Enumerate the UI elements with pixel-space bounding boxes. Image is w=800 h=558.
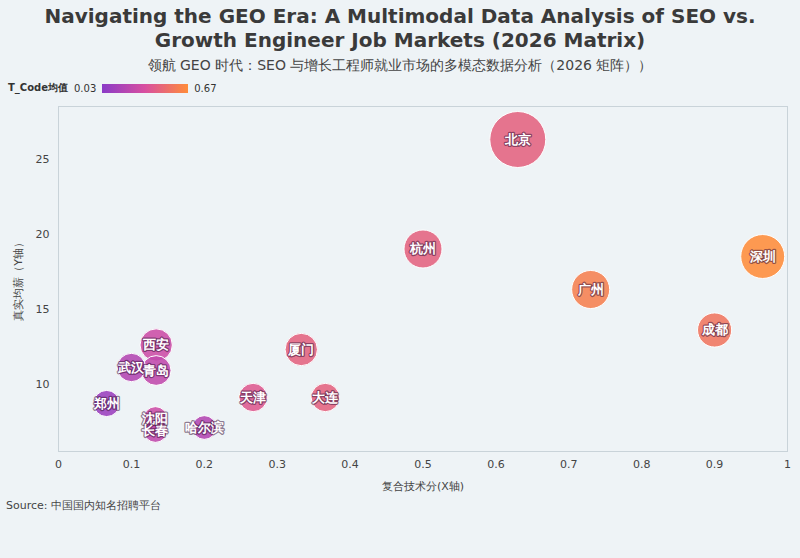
svg-text:0.3: 0.3 <box>268 458 286 471</box>
svg-text:哈尔滨: 哈尔滨 <box>185 420 224 435</box>
html-text:0.67: 0.67 <box>194 82 217 94</box>
svg-text:0.5: 0.5 <box>414 458 432 471</box>
svg-text:0.7: 0.7 <box>560 458 578 471</box>
svg-text:25: 25 <box>36 153 50 166</box>
svg-text:郑州: 郑州 <box>93 396 120 411</box>
svg-text:西安: 西安 <box>142 337 169 352</box>
html-text:T_Code均值: T_Code均值 <box>8 82 68 93</box>
html-text:0.03: 0.03 <box>74 82 97 94</box>
svg-text:真实均薪（Y轴）: 真实均薪（Y轴） <box>12 237 25 321</box>
svg-text:深圳: 深圳 <box>749 249 776 264</box>
svg-text:0.1: 0.1 <box>123 458 141 471</box>
svg-text:0: 0 <box>55 458 62 471</box>
svg-text:0.6: 0.6 <box>487 458 505 471</box>
svg-text:广州: 广州 <box>577 282 604 297</box>
svg-text:北京: 北京 <box>504 132 531 147</box>
svg-text:青岛: 青岛 <box>142 363 169 378</box>
svg-text:0.2: 0.2 <box>196 458 214 471</box>
svg-text:沈阳: 沈阳 <box>142 410 169 426</box>
svg-text:复合技术分(X轴): 复合技术分(X轴) <box>382 480 464 493</box>
svg-text:天津: 天津 <box>239 390 266 405</box>
svg-text:0.4: 0.4 <box>341 458 359 471</box>
svg-text:长春: 长春 <box>141 423 168 438</box>
html-text:Navigating the GEO Era: A Mult: Navigating the GEO Era: A Multimodal Dat… <box>44 4 756 52</box>
svg-text:10: 10 <box>36 378 50 391</box>
svg-text:1: 1 <box>784 458 791 471</box>
svg-text:杭州: 杭州 <box>409 241 436 256</box>
html-text:领航 GEO 时代：SEO 与增长工程师就业市场的多模态数据: 领航 GEO 时代：SEO 与增长工程师就业市场的多模态数据分析（2026 矩阵… <box>147 57 653 73</box>
html-text:Source: 中国国内知名招聘平台: Source: 中国国内知名招聘平台 <box>6 499 161 512</box>
svg-text:成都: 成都 <box>701 322 728 337</box>
svg-text:厦门: 厦门 <box>287 342 314 357</box>
svg-text:0.8: 0.8 <box>633 458 651 471</box>
svg-text:15: 15 <box>36 303 50 316</box>
svg-text:0.9: 0.9 <box>706 458 724 471</box>
svg-text:20: 20 <box>36 228 50 241</box>
svg-text:武汉: 武汉 <box>117 360 145 375</box>
svg-text:大连: 大连 <box>312 390 339 405</box>
